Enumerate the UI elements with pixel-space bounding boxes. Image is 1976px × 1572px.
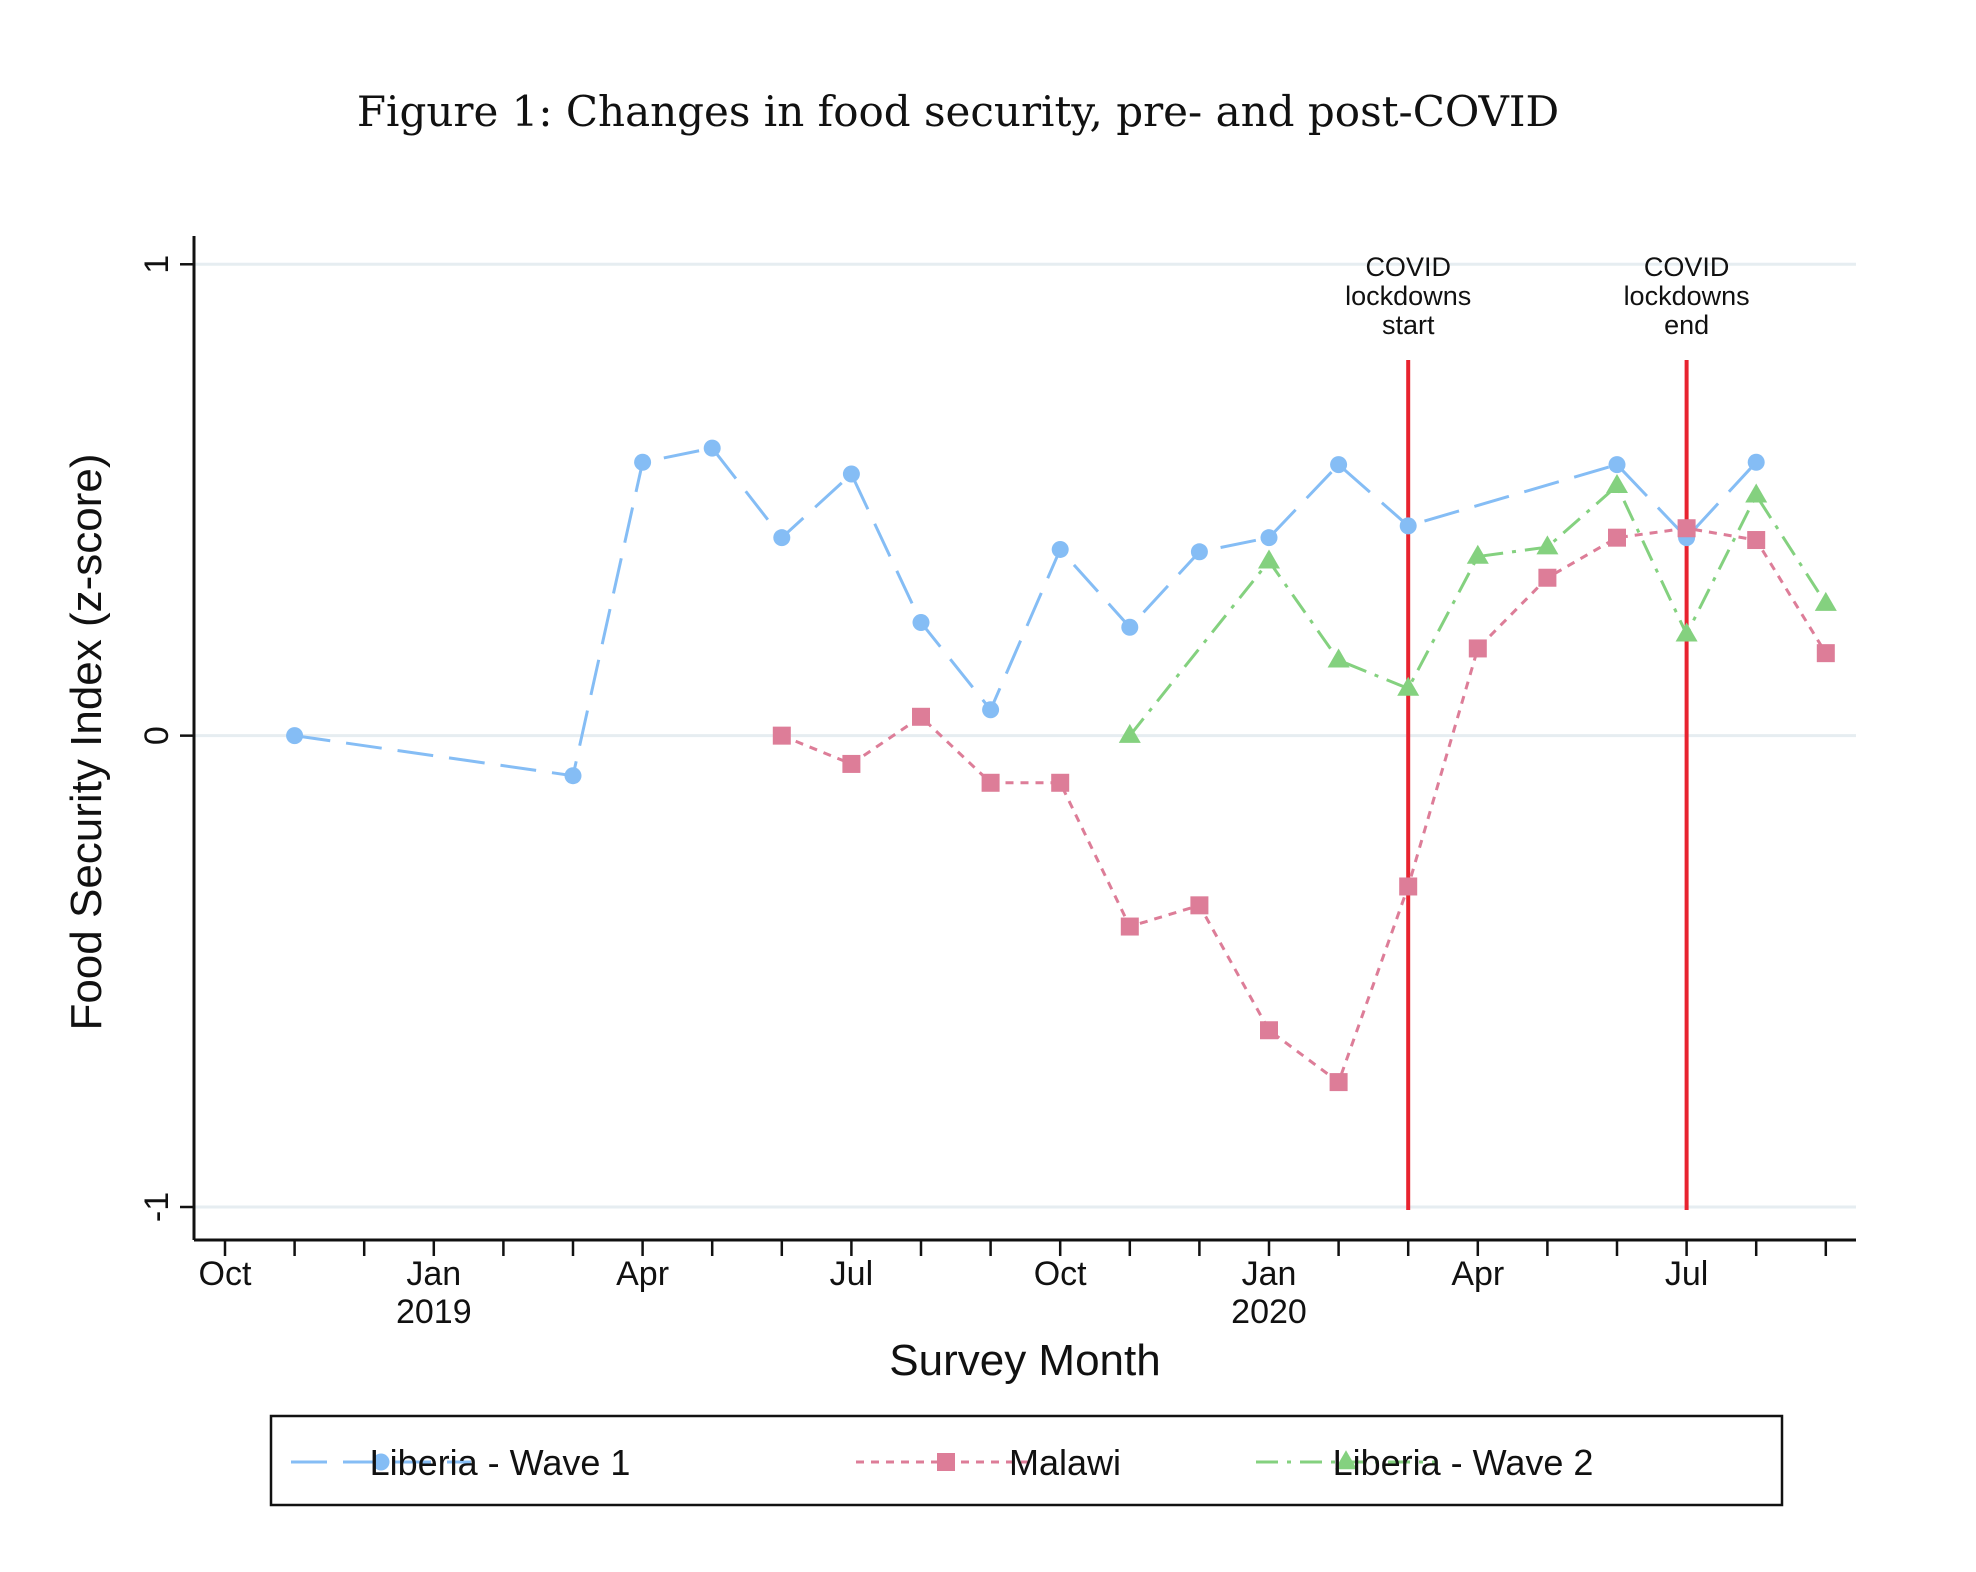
data-point	[1399, 877, 1418, 896]
legend-label: Liberia - Wave 2	[1333, 1442, 1594, 1483]
data-point	[1745, 483, 1768, 503]
data-point	[1814, 591, 1837, 611]
legend-swatch-marker	[1335, 1450, 1357, 1470]
data-point	[842, 754, 861, 773]
data-point	[1468, 639, 1487, 658]
annotation-label: lockdowns	[1624, 281, 1750, 311]
x-tick-label: Jan	[1242, 1255, 1297, 1293]
series-malawi	[772, 519, 1835, 1092]
data-point	[1118, 723, 1141, 743]
data-point	[1327, 648, 1350, 668]
data-point	[1399, 517, 1417, 535]
x-tick-sublabel: 2020	[1231, 1293, 1307, 1331]
data-point	[1816, 644, 1835, 663]
annotation-label: end	[1664, 310, 1709, 340]
x-tick-sublabel: 2019	[396, 1293, 472, 1331]
data-point	[1330, 456, 1348, 474]
data-point	[1677, 519, 1696, 538]
y-tick-label: 1	[138, 255, 176, 274]
y-axis-title: Food Security Index (z-score)	[62, 453, 111, 1030]
series-liberia-wave-2	[1118, 474, 1837, 743]
data-point	[1051, 540, 1069, 558]
legend-label: Liberia - Wave 1	[370, 1442, 631, 1483]
data-point	[1538, 568, 1557, 587]
legend-swatch-marker	[372, 1453, 390, 1471]
data-point	[286, 727, 304, 745]
x-tick-label: Jul	[1665, 1255, 1708, 1293]
data-point	[1190, 896, 1209, 915]
data-point	[564, 767, 582, 785]
data-point	[912, 707, 930, 726]
data-point	[1051, 773, 1070, 792]
x-tick-label: Apr	[616, 1255, 669, 1293]
legend-label: Malawi	[1009, 1442, 1121, 1483]
data-point	[982, 701, 1000, 719]
x-tick-label: Apr	[1451, 1255, 1504, 1293]
data-point	[981, 773, 1000, 792]
x-tick-label: Oct	[1034, 1255, 1087, 1293]
data-point	[1466, 544, 1489, 564]
x-axis-title: Survey Month	[889, 1336, 1160, 1385]
series-line	[781, 526, 1828, 1084]
chart-title: Figure 1: Changes in food security, pre-…	[357, 87, 1559, 136]
data-point	[1260, 529, 1278, 547]
data-point	[1329, 1073, 1348, 1092]
series-line	[294, 446, 1758, 778]
annotation-label: COVID	[1365, 252, 1451, 282]
data-point	[1747, 453, 1765, 471]
data-point	[1120, 917, 1139, 936]
data-point	[1608, 456, 1626, 474]
x-tick-label: Jul	[830, 1255, 873, 1293]
x-tick-label: Oct	[199, 1255, 252, 1293]
data-point	[1675, 622, 1698, 642]
data-point	[772, 726, 791, 745]
y-tick-label: -1	[138, 1192, 176, 1222]
data-point	[842, 465, 860, 483]
x-tick-label: Jan	[406, 1255, 461, 1293]
data-point	[634, 453, 652, 471]
data-point	[1121, 618, 1139, 636]
series-layer	[286, 439, 1837, 1092]
data-point	[773, 529, 791, 547]
data-point	[1536, 535, 1559, 555]
data-point	[1190, 543, 1208, 561]
data-point	[1397, 676, 1420, 696]
annotation-label: start	[1382, 310, 1435, 340]
data-point	[1258, 549, 1280, 569]
annotation-label: COVID	[1644, 252, 1730, 282]
series-liberia-wave-1	[286, 439, 1765, 785]
data-point	[1606, 474, 1628, 494]
grid-lines	[194, 262, 1856, 1209]
series-line	[1128, 484, 1828, 737]
legend-swatch-marker	[937, 1453, 955, 1471]
annotation-label: lockdowns	[1345, 281, 1471, 311]
data-point	[703, 439, 721, 457]
legend: Liberia - Wave 1 Malawi Liberia - Wave 2	[269, 1414, 1784, 1507]
y-tick-label: 0	[138, 726, 176, 745]
data-point	[1747, 531, 1766, 550]
data-point	[1260, 1021, 1278, 1040]
data-point	[1608, 528, 1626, 547]
data-point	[912, 614, 930, 632]
